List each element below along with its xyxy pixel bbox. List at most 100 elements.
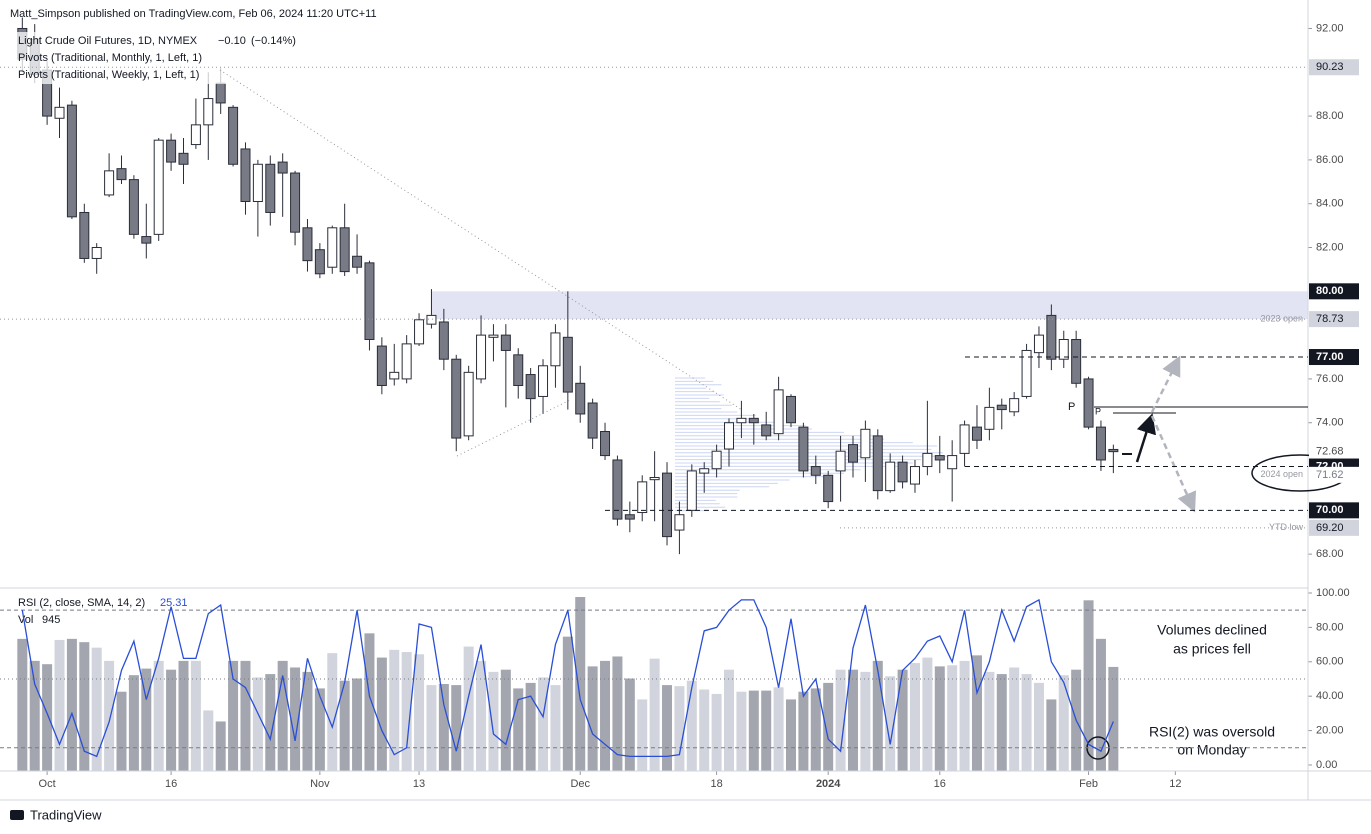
resistance-zone [431, 291, 1308, 320]
change-pct: (−0.14%) [251, 35, 296, 47]
price-label-box [1309, 283, 1359, 300]
volume-bar [364, 633, 375, 771]
candle-body [538, 365, 549, 397]
volume-bar [587, 666, 598, 771]
x-tick-label: 13 [413, 778, 425, 790]
volume-bar [1021, 674, 1032, 771]
volume-bar [711, 693, 722, 771]
candle-body [996, 404, 1007, 411]
volume-bar [426, 685, 437, 771]
candle-body [600, 430, 611, 457]
price-label: 70.00 [1316, 504, 1344, 516]
y-tick-label: 74.00 [1316, 417, 1344, 429]
x-tick-label: Nov [310, 778, 330, 790]
x-tick-label: Oct [39, 778, 56, 790]
volume-bar [823, 682, 834, 771]
price-label-box [1309, 502, 1359, 519]
pivot-marker: P [1095, 406, 1101, 416]
volume-bar [91, 647, 102, 771]
candle-body [1083, 378, 1094, 428]
symbol: Light Crude Oil Futures, 1D, NYMEX [18, 35, 198, 47]
volume-bar [835, 669, 846, 771]
volume-bar [302, 671, 313, 771]
candle-body [761, 424, 772, 437]
candle-body [91, 247, 102, 259]
publisher: Matt_Simpson published on TradingView.co… [10, 8, 377, 20]
volume-bar [612, 656, 623, 771]
volume-bar [996, 674, 1007, 771]
volume-bar [116, 691, 127, 771]
candle-body [798, 426, 809, 472]
candle-body [389, 371, 400, 380]
price-label: 71.62 [1316, 469, 1344, 481]
volume-bar [1058, 675, 1069, 771]
volume-bar [674, 686, 685, 771]
candle-body [736, 417, 747, 424]
y-tick-label: 84.00 [1316, 198, 1344, 210]
candle-body [773, 389, 784, 435]
candle-body [438, 321, 449, 360]
footer-logo [10, 810, 24, 820]
rsi-line [21, 598, 1114, 758]
y-tick-label: 76.00 [1316, 373, 1344, 385]
candle-body [922, 452, 933, 468]
candle-body [500, 334, 511, 351]
candle-body [1095, 426, 1106, 461]
volume-bar [909, 663, 920, 771]
price-label: 80.00 [1316, 285, 1344, 297]
candle-body [785, 395, 796, 424]
x-tick-label: 18 [710, 778, 722, 790]
vol-value: 945 [42, 614, 60, 626]
annotation: as prices fell [1173, 641, 1251, 657]
candle-body [513, 354, 524, 386]
rsi-tick-label: 20.00 [1316, 724, 1344, 736]
candle-body [1108, 448, 1119, 453]
volume-bar [290, 667, 301, 771]
legend-bg [10, 32, 300, 84]
candle-body [835, 450, 846, 472]
volume-bar [414, 654, 425, 771]
volume-bar [662, 685, 673, 771]
candle-body [66, 104, 77, 218]
candle-body [550, 332, 561, 367]
volume-bar [141, 668, 152, 771]
candle-body [562, 336, 573, 393]
candle-body [339, 227, 350, 273]
candle-body [699, 468, 710, 474]
candle-body [1046, 314, 1057, 360]
candle-body [240, 148, 251, 203]
candle-body [748, 417, 759, 424]
candle-body [674, 514, 685, 531]
volume-bar [265, 674, 276, 771]
volume-bar [1046, 699, 1057, 771]
candle-body [649, 476, 660, 481]
volume-bar [240, 660, 251, 771]
volume-bar [153, 660, 164, 771]
volume-bar [847, 669, 858, 771]
volume-bar [959, 660, 970, 771]
candle-body [984, 406, 995, 430]
candle-body [637, 481, 648, 514]
candle-body [662, 472, 673, 538]
rsi-label: RSI (2, close, SMA, 14, 2) [18, 597, 145, 609]
volume-bar [451, 685, 462, 771]
volume-bar [352, 678, 363, 771]
candle-body [153, 139, 164, 235]
volume-bar [600, 660, 611, 771]
y-tick-label: 88.00 [1316, 110, 1344, 122]
candle-body [686, 470, 697, 511]
candle-body [79, 211, 90, 259]
volume-bar [872, 660, 883, 771]
overlay: 2023 open 2024 open YTD low 72.68 90.23 80.00… [0, 59, 1359, 758]
price-label-box [1309, 311, 1359, 328]
volume-bar [178, 660, 189, 771]
volume-bar [773, 687, 784, 771]
price-label: 90.23 [1316, 61, 1344, 73]
volume-bar [438, 684, 449, 771]
volume-bar [885, 676, 896, 771]
volume-bar [376, 657, 387, 771]
volume-bar [699, 689, 710, 771]
volume-bar [538, 677, 549, 771]
volume-bar [1108, 666, 1119, 771]
